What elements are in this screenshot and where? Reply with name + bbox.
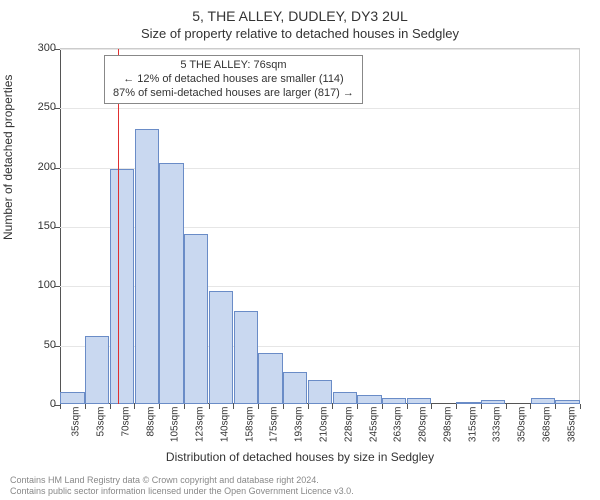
xtick-mark [308, 404, 309, 409]
y-axis-label: Number of detached properties [1, 75, 15, 240]
ytick-label: 300 [20, 42, 56, 54]
xtick-mark [506, 404, 507, 409]
xtick-label: 193sqm [294, 407, 305, 443]
ytick-label: 0 [20, 398, 56, 410]
histogram-bar [159, 163, 183, 404]
xtick-label: 210sqm [319, 407, 330, 443]
histogram-bar [456, 402, 480, 404]
footer-line2: Contains public sector information licen… [10, 486, 354, 496]
footer-attribution: Contains HM Land Registry data © Crown c… [10, 475, 590, 496]
xtick-mark [60, 404, 61, 409]
histogram-bar [209, 291, 233, 404]
xtick-label: 263sqm [393, 407, 404, 443]
xtick-label: 350sqm [517, 407, 528, 443]
ytick-label: 200 [20, 161, 56, 173]
gridline-h [60, 108, 579, 109]
xtick-label: 228sqm [343, 407, 354, 443]
xtick-label: 368sqm [541, 407, 552, 443]
xtick-mark [357, 404, 358, 409]
histogram-bar [531, 398, 555, 404]
annotation-line1: 5 THE ALLEY: 76sqm [113, 59, 354, 73]
ytick-label: 250 [20, 101, 56, 113]
xtick-label: 175sqm [269, 407, 280, 443]
xtick-mark [332, 404, 333, 409]
histogram-bar [481, 400, 505, 404]
ytick-label: 50 [20, 339, 56, 351]
ytick-label: 150 [20, 220, 56, 232]
histogram-bar [85, 336, 109, 404]
xtick-mark [184, 404, 185, 409]
xtick-label: 123sqm [195, 407, 206, 443]
xtick-mark [382, 404, 383, 409]
xtick-mark [481, 404, 482, 409]
xtick-mark [555, 404, 556, 409]
xtick-mark [159, 404, 160, 409]
histogram-bar [184, 234, 208, 404]
annotation-line2: ← 12% of detached houses are smaller (11… [113, 73, 354, 87]
xtick-mark [233, 404, 234, 409]
histogram-bar [308, 380, 332, 404]
histogram-bar [407, 398, 431, 404]
histogram-bar [234, 311, 258, 404]
ytick-label: 100 [20, 279, 56, 291]
xtick-mark [431, 404, 432, 409]
histogram-bar [382, 398, 406, 404]
xtick-label: 53sqm [96, 407, 107, 437]
x-axis-label: Distribution of detached houses by size … [0, 450, 600, 464]
xtick-mark [134, 404, 135, 409]
xtick-label: 70sqm [120, 407, 131, 437]
histogram-bar [357, 395, 381, 404]
footer-line1: Contains HM Land Registry data © Crown c… [10, 475, 319, 485]
xtick-label: 245sqm [368, 407, 379, 443]
xtick-label: 280sqm [418, 407, 429, 443]
xtick-mark [283, 404, 284, 409]
xtick-label: 315sqm [467, 407, 478, 443]
xtick-mark [530, 404, 531, 409]
title-main: 5, THE ALLEY, DUDLEY, DY3 2UL [0, 8, 600, 24]
xtick-mark [456, 404, 457, 409]
xtick-mark [407, 404, 408, 409]
histogram-bar [110, 169, 134, 404]
xtick-mark [258, 404, 259, 409]
xtick-label: 105sqm [170, 407, 181, 443]
histogram-bar [555, 400, 579, 404]
xtick-mark [85, 404, 86, 409]
xtick-mark [110, 404, 111, 409]
title-sub: Size of property relative to detached ho… [0, 26, 600, 41]
xtick-mark [209, 404, 210, 409]
histogram-bar [135, 129, 159, 404]
histogram-bar [333, 392, 357, 404]
plot-area: 35sqm53sqm70sqm88sqm105sqm123sqm140sqm15… [60, 48, 580, 404]
histogram-bar [60, 392, 84, 404]
annotation-line3: 87% of semi-detached houses are larger (… [113, 87, 354, 101]
xtick-label: 35sqm [71, 407, 82, 437]
xtick-label: 158sqm [244, 407, 255, 443]
xtick-mark [580, 404, 581, 409]
chart-container: 5, THE ALLEY, DUDLEY, DY3 2UL Size of pr… [0, 0, 600, 500]
xtick-label: 333sqm [492, 407, 503, 443]
xtick-label: 298sqm [442, 407, 453, 443]
gridline-h [60, 49, 579, 50]
xtick-label: 385sqm [566, 407, 577, 443]
xtick-label: 88sqm [145, 407, 156, 437]
xtick-label: 140sqm [219, 407, 230, 443]
histogram-bar [283, 372, 307, 404]
histogram-bar [258, 353, 282, 404]
annotation-box: 5 THE ALLEY: 76sqm← 12% of detached hous… [104, 55, 363, 104]
